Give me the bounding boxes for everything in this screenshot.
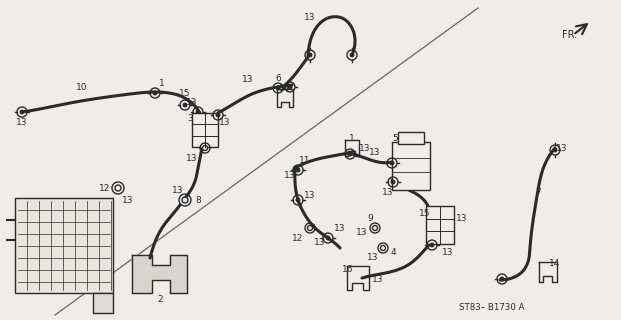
Text: 13: 13 [372,276,384,284]
Text: 15: 15 [419,209,431,218]
Bar [392,142,430,190]
Text: 1: 1 [349,133,355,142]
Text: 13: 13 [304,12,315,21]
Polygon shape [132,255,187,293]
Text: 13: 13 [334,223,346,233]
Circle shape [348,152,351,156]
Text: 13: 13 [456,213,468,222]
Text: 13: 13 [314,237,326,246]
Circle shape [202,146,207,150]
Text: 2: 2 [157,295,163,305]
Text: ST83– B1730 A: ST83– B1730 A [460,303,525,313]
Circle shape [20,110,24,114]
Bar [15,198,113,293]
Text: 13: 13 [442,247,454,257]
Circle shape [288,85,292,89]
Circle shape [216,113,220,117]
Text: 15: 15 [179,89,191,98]
Text: 7: 7 [535,188,541,196]
Text: 13: 13 [186,98,197,107]
Circle shape [501,277,504,281]
Circle shape [296,198,300,202]
Text: 13: 13 [16,117,28,126]
Circle shape [296,168,300,172]
Circle shape [196,110,200,114]
Text: 13: 13 [356,228,368,236]
Circle shape [183,103,187,107]
Text: 13: 13 [367,253,379,262]
Text: 5: 5 [392,133,398,142]
Text: 13: 13 [304,190,315,199]
Text: 8: 8 [195,196,201,204]
Text: 13: 13 [186,154,197,163]
Text: 13: 13 [122,196,134,204]
Text: 16: 16 [342,266,354,275]
Circle shape [153,91,156,95]
Text: 13: 13 [242,75,254,84]
Text: 12: 12 [99,183,111,193]
Text: 13: 13 [369,148,381,156]
Text: 6: 6 [275,74,281,83]
Text: 10: 10 [76,83,88,92]
Circle shape [276,86,279,90]
Bar [93,293,113,313]
Circle shape [326,236,330,240]
Circle shape [430,243,433,247]
Circle shape [115,185,121,191]
FancyBboxPatch shape [426,206,454,244]
Text: 9: 9 [367,213,373,222]
FancyBboxPatch shape [192,113,218,147]
Circle shape [182,197,188,203]
Text: 13: 13 [219,117,231,126]
Text: 1: 1 [159,78,165,87]
Bar [398,132,424,144]
Circle shape [308,53,312,57]
Circle shape [373,226,378,230]
Text: 13: 13 [556,143,568,153]
Text: 14: 14 [279,84,291,92]
Circle shape [390,161,394,165]
Circle shape [307,226,312,230]
Text: 4: 4 [390,247,396,257]
Text: 13: 13 [284,171,296,180]
Text: 3: 3 [187,114,193,123]
Text: 12: 12 [292,234,304,243]
Text: 13: 13 [383,188,394,196]
Circle shape [553,148,557,152]
Text: FR.: FR. [562,30,577,40]
Text: 11: 11 [299,156,310,164]
Text: 13: 13 [172,186,184,195]
Text: 13: 13 [360,143,371,153]
Circle shape [391,180,395,184]
Circle shape [381,245,386,251]
Text: 14: 14 [550,259,561,268]
Circle shape [350,53,354,57]
